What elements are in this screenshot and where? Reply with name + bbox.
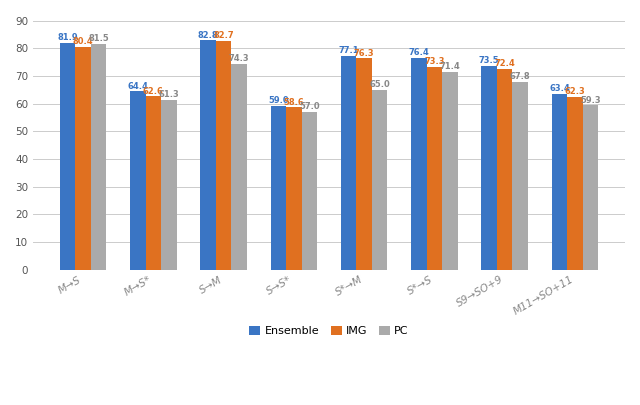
Bar bbox=[76, 47, 91, 270]
Text: 63.4: 63.4 bbox=[549, 84, 570, 93]
Bar bbox=[372, 90, 387, 270]
Bar bbox=[286, 107, 301, 270]
Text: 74.3: 74.3 bbox=[228, 54, 250, 63]
Text: 73.5: 73.5 bbox=[479, 56, 499, 65]
Bar bbox=[513, 82, 528, 270]
Bar bbox=[130, 92, 146, 270]
Text: 64.4: 64.4 bbox=[127, 81, 148, 91]
Bar bbox=[271, 107, 286, 270]
Bar bbox=[442, 72, 458, 270]
Text: 80.4: 80.4 bbox=[73, 37, 93, 46]
Text: 81.9: 81.9 bbox=[58, 33, 78, 42]
Bar bbox=[552, 94, 567, 270]
Bar bbox=[200, 40, 216, 270]
Text: 82.8: 82.8 bbox=[198, 31, 218, 40]
Bar bbox=[301, 112, 317, 270]
Text: 59.0: 59.0 bbox=[268, 96, 289, 105]
Text: 57.0: 57.0 bbox=[299, 102, 319, 111]
Bar bbox=[481, 66, 497, 270]
Text: 73.3: 73.3 bbox=[424, 57, 445, 66]
Text: 67.8: 67.8 bbox=[510, 72, 531, 81]
Bar bbox=[411, 58, 427, 270]
Text: 62.3: 62.3 bbox=[564, 87, 585, 96]
Text: 59.3: 59.3 bbox=[580, 96, 601, 104]
Legend: Ensemble, IMG, PC: Ensemble, IMG, PC bbox=[244, 321, 413, 341]
Text: 72.4: 72.4 bbox=[494, 60, 515, 68]
Text: 77.1: 77.1 bbox=[339, 47, 359, 55]
Bar bbox=[497, 69, 513, 270]
Bar bbox=[231, 64, 247, 270]
Text: 82.7: 82.7 bbox=[213, 31, 234, 40]
Bar bbox=[91, 44, 106, 270]
Text: 76.3: 76.3 bbox=[354, 49, 374, 58]
Bar bbox=[341, 56, 356, 270]
Text: 81.5: 81.5 bbox=[88, 34, 109, 43]
Text: 71.4: 71.4 bbox=[440, 62, 460, 71]
Bar bbox=[582, 105, 598, 270]
Text: 62.6: 62.6 bbox=[143, 87, 164, 96]
Text: 76.4: 76.4 bbox=[408, 48, 429, 58]
Text: 61.3: 61.3 bbox=[159, 90, 179, 99]
Bar bbox=[146, 96, 161, 270]
Bar bbox=[216, 41, 231, 270]
Bar bbox=[567, 97, 582, 270]
Text: 58.6: 58.6 bbox=[284, 98, 304, 107]
Text: 65.0: 65.0 bbox=[369, 80, 390, 89]
Bar bbox=[161, 100, 177, 270]
Bar bbox=[427, 67, 442, 270]
Bar bbox=[356, 58, 372, 270]
Bar bbox=[60, 43, 76, 270]
